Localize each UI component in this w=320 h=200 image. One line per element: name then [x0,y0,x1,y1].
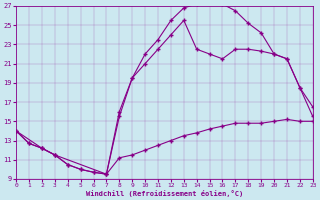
X-axis label: Windchill (Refroidissement éolien,°C): Windchill (Refroidissement éolien,°C) [86,190,243,197]
